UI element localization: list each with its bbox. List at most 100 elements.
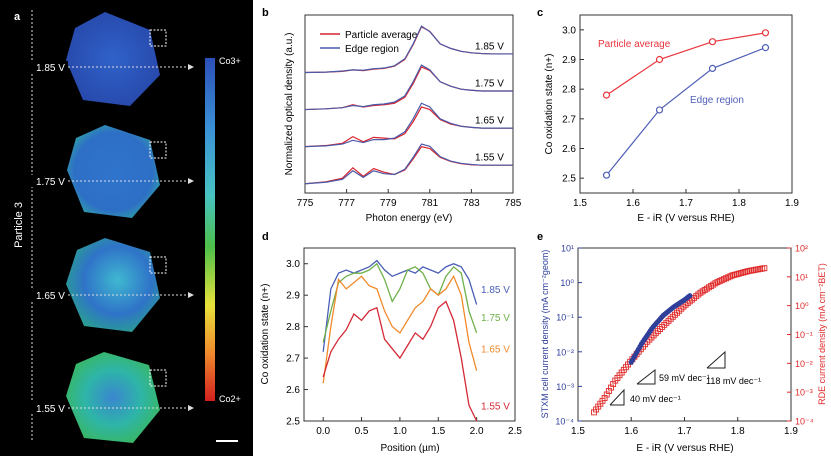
c-point-edge [708, 64, 717, 73]
panel-a: a Particle 3 1.85 V 1.75 V 1.65 V [0, 0, 253, 456]
c-line-particle [606, 32, 766, 96]
panel-a-svg: a Particle 3 1.85 V 1.75 V 1.65 V [13, 10, 241, 443]
particle-image-2 [67, 125, 160, 218]
e-ytick-right-label: 10⁻⁴ [795, 417, 814, 427]
edge-box-1 [149, 29, 167, 47]
e-ytick-left-label: 10⁰ [560, 278, 574, 288]
c-point-edge [761, 44, 770, 52]
voltage-label-3: 1.65 V [36, 291, 65, 302]
e-ytick-right-label: 10⁻³ [795, 388, 813, 398]
b-xtick-label: 775 [297, 198, 314, 209]
d-line-165V [322, 274, 478, 384]
xlabel-b: Photon energy (eV) [366, 213, 453, 224]
c-point-edge [655, 106, 664, 114]
colorbar [205, 58, 215, 401]
particle-image-1 [66, 12, 160, 106]
d-ytick-label: 2.6 [286, 385, 300, 396]
voltage-label-2: 1.75 V [36, 177, 65, 188]
e-stxm-point [687, 293, 693, 299]
particle-image-4 [66, 352, 160, 443]
d-curve-label: 1.65 V [481, 345, 510, 356]
frame-b [304, 14, 514, 194]
frame-d [303, 247, 516, 422]
panel-label-c: c [537, 7, 543, 19]
c-point-particle [602, 91, 611, 99]
xlabel-e: E - iR (V versus RHE) [636, 443, 733, 454]
panel-label-b: b [262, 7, 269, 19]
c-ytick-label: 2.8 [562, 85, 576, 96]
particle-label: Particle 3 [13, 202, 25, 248]
c-xtick-label: 1.9 [785, 198, 799, 209]
c-ytick-label: 2.9 [562, 55, 576, 66]
d-xtick-label: 1.0 [393, 426, 407, 437]
e-ytick-left-label: 10¹ [561, 244, 574, 254]
xlabel-d: Position (µm) [380, 443, 439, 454]
e-ytick-left-label: 10⁻³ [556, 382, 574, 392]
e-xtick-label: 1.7 [678, 426, 692, 437]
slope-label-118: 118 mV dec⁻¹ [706, 376, 761, 386]
c-xtick-label: 1.5 [573, 198, 587, 209]
c-line-edge [606, 47, 766, 176]
d-xtick-label: 2.0 [470, 426, 484, 437]
b-curve-label: 1.65 V [475, 116, 504, 127]
c-xtick-label: 1.6 [626, 198, 640, 209]
d-curve-label: 1.55 V [481, 401, 510, 412]
b-curve-particle-165V [304, 106, 513, 148]
d-xtick-label: 0.5 [355, 426, 369, 437]
particle-image-3 [66, 238, 160, 332]
panel-label-e: e [537, 231, 543, 243]
legend-b: Particle average Edge region [320, 30, 418, 55]
ylabel-d: Co oxidation state (n+) [260, 284, 271, 385]
panel-e: e 1.5 1.6 1.7 1.8 1.910⁻⁴10⁻³10⁻²10⁻¹10⁰10¹1… [537, 231, 827, 454]
legend-b-particle: Particle average [345, 30, 418, 41]
d-curve-label: 1.75 V [481, 313, 510, 324]
c-point-particle [655, 55, 664, 64]
b-curve-label: 1.85 V [475, 41, 504, 52]
e-ytick-right-label: 10¹ [795, 272, 808, 282]
d-ytick-label: 3.0 [286, 259, 300, 270]
e-ytick-left-label: 10⁻² [556, 347, 574, 357]
c-xtick-label: 1.8 [732, 198, 746, 209]
d-xtick-label: 2.5 [508, 426, 522, 437]
e-ytick-left-label: 10⁻⁴ [555, 417, 574, 427]
c-ytick-label: 2.5 [562, 174, 576, 185]
panel-label-d: d [262, 231, 269, 243]
b-curve-label: 1.55 V [475, 153, 504, 164]
slope-label-40: 40 mV dec⁻¹ [630, 394, 681, 404]
c-ytick-label: 2.6 [562, 144, 576, 155]
ylabel-e-right: RDE current density (mA cm⁻²BET) [817, 263, 827, 405]
e-xtick-label: 1.8 [731, 426, 745, 437]
d-ytick-label: 2.5 [286, 417, 300, 428]
c-point-particle [708, 38, 717, 46]
e-xtick-label: 1.6 [624, 426, 638, 437]
c-point-particle [761, 29, 770, 37]
edge-box-4 [149, 369, 167, 387]
edge-box-3 [149, 256, 167, 274]
b-xtick-label: 785 [505, 198, 522, 209]
b-xtick-label: 779 [380, 198, 397, 209]
c-ytick-label: 2.7 [562, 114, 576, 125]
b-xtick-label: 777 [338, 198, 355, 209]
voltage-label-4: 1.55 V [36, 404, 65, 415]
b-xtick-label: 783 [463, 198, 480, 209]
d-ytick-label: 2.7 [286, 354, 300, 365]
d-ytick-label: 2.8 [286, 322, 300, 333]
d-xtick-label: 0.0 [316, 426, 330, 437]
d-ytick-label: 2.9 [286, 291, 300, 302]
b-curve-edge-165V [304, 102, 513, 148]
colorbar-top-label: Co3+ [219, 56, 241, 66]
frame-e [577, 247, 792, 422]
d-line-185V [322, 259, 478, 352]
panel-c: c 1.5 1.6 1.7 1.8 1.9 2.5 2.6 2.7 2.8 2.9 3.0 Part… [537, 7, 799, 224]
d-line-175V [322, 262, 478, 343]
e-rde-point [761, 265, 768, 272]
panel-b: b 775 777 779 781 783 785 1.85 V 1.75 V 1.65 V 1… [262, 7, 522, 224]
c-point-edge [602, 171, 611, 179]
e-xtick-label: 1.5 [571, 426, 585, 437]
d-curve-label: 1.85 V [481, 285, 510, 296]
e-ytick-left-label: 10⁻¹ [556, 313, 574, 323]
panel-label-a: a [14, 11, 21, 23]
b-xtick-label: 781 [421, 198, 438, 209]
colorbar-bottom-label: Co2+ [219, 394, 241, 404]
